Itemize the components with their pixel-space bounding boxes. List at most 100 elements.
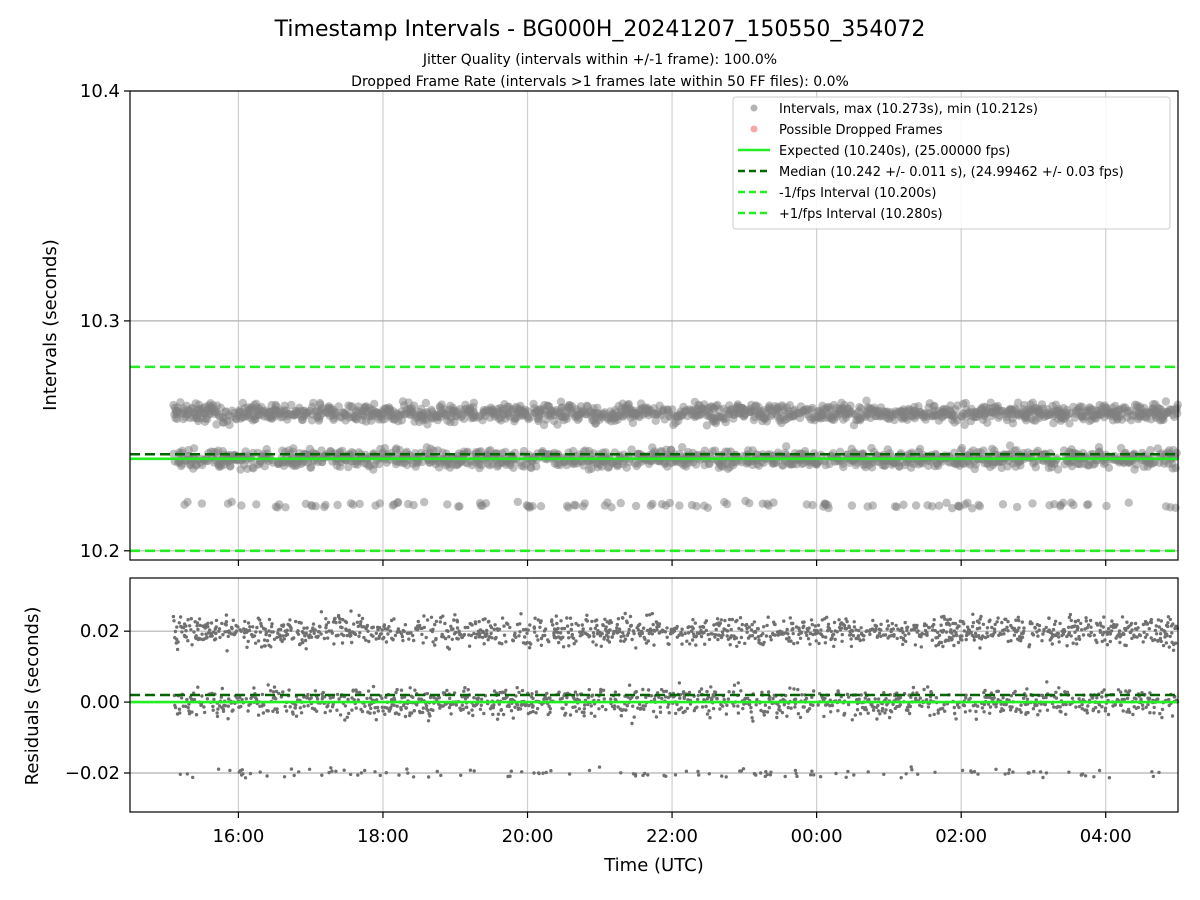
bottom-point [218,635,222,640]
bottom-point [1074,637,1078,641]
bottom-point [852,620,856,624]
bottom-point [336,633,340,637]
bottom-point [574,639,578,643]
bottom-point [1019,710,1023,714]
bottom-point [625,704,629,708]
bottom-point [551,623,555,627]
bottom-point [1057,686,1061,690]
top-point [423,420,432,429]
bottom-point [996,616,1000,620]
bottom-point [925,633,929,637]
bottom-point [827,627,832,631]
top-point [225,420,234,430]
bottom-point [726,697,731,701]
bottom-point [951,621,955,626]
bottom-point [970,624,975,629]
bottom-point [747,703,752,707]
bottom-point [928,713,932,718]
bottom-point [724,775,728,779]
bottom-point [1027,771,1031,775]
bottom-point [623,611,627,616]
bottom-point [192,630,196,634]
bottom-point [255,625,259,630]
bottom-point [765,772,769,777]
bottom-point [352,622,356,626]
bottom-point [352,698,356,702]
bottom-point [449,712,453,716]
bottom-point [472,769,476,773]
bottom-point [691,618,695,622]
bottom-point [366,629,370,633]
bottom-point [941,628,946,633]
bottom-point [240,698,244,702]
bottom-point [324,623,329,627]
bottom-point [582,714,586,718]
bottom-point [328,709,332,713]
bottom-point [227,697,231,701]
bottom-point [814,639,818,643]
bottom-point [942,703,946,707]
bottom-point [528,710,533,715]
bottom-point [753,630,758,634]
bottom-point [332,642,336,646]
bottom-point [879,622,883,626]
bottom-point [849,632,853,637]
bottom-point [267,617,272,622]
bottom-point [619,635,623,639]
bottom-point [388,629,393,633]
bottom-point [632,631,636,636]
top-point [393,497,403,507]
bottom-point [463,625,467,630]
bottom-point [1058,621,1062,626]
bottom-point [924,698,929,702]
bottom-point [473,621,478,626]
bottom-point [173,705,178,710]
bottom-point [1038,709,1042,713]
bottom-point [967,628,971,632]
bottom-point [242,635,246,639]
top-point [975,502,985,511]
bottom-point [608,628,612,632]
bottom-point [977,621,981,625]
bottom-point [973,631,978,636]
top-point [375,499,385,508]
bottom-point [857,628,861,633]
bottom-point [1057,635,1061,639]
bottom-point [816,623,821,627]
top-point [311,502,320,511]
bottom-point [254,697,259,702]
bottom-point [304,631,308,635]
bottom-point [636,628,641,632]
bottom-point [448,696,452,701]
bottom-point [937,633,942,637]
bottom-point [504,688,508,692]
bottom-point [645,628,650,633]
bottom-point [617,629,622,634]
bottom-point [461,707,465,711]
bottom-point [1033,626,1037,630]
bottom-point [262,638,267,642]
top-point [703,503,712,512]
bottom-point [769,638,773,642]
top-point [960,420,969,430]
bottom-point [533,616,537,620]
bottom-point [272,637,277,641]
bottom-point [768,773,773,777]
bottom-point [643,704,647,708]
bottom-point [626,631,631,635]
bottom-point [278,635,282,639]
bottom-point [465,705,469,709]
bottom-point [214,625,218,629]
top-point [275,500,284,509]
bottom-point [840,639,844,643]
top-point [702,421,712,430]
bottom-point [655,628,659,632]
bottom-point [372,711,376,715]
bottom-point [737,626,741,631]
bottom-point [995,620,999,624]
top-point [911,501,921,510]
bottom-point [793,705,797,709]
bottom-point [543,633,547,638]
bottom-point [627,628,631,632]
bottom-point [892,633,896,637]
